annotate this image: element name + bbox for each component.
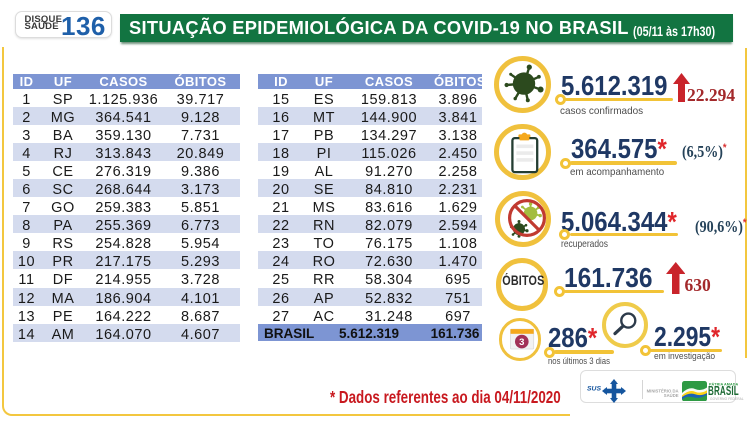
svg-text:3: 3 <box>519 337 524 348</box>
